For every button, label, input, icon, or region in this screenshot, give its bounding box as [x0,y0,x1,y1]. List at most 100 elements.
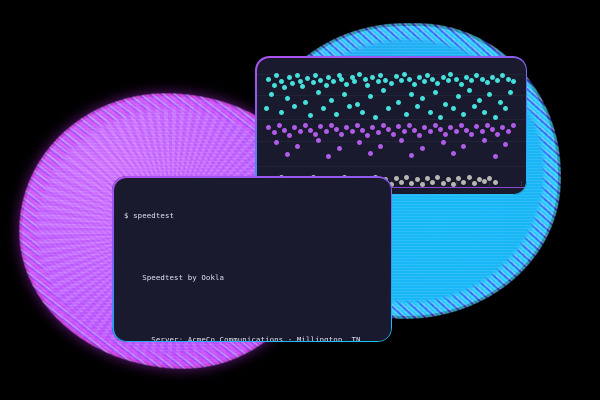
data-point-upload-19 [365,132,371,138]
data-point-download-94 [502,105,508,111]
data-point-download-81 [346,103,352,109]
data-point-upload-2 [276,123,282,129]
data-point-download-10 [305,75,311,81]
data-point-download-84 [385,105,391,111]
data-point-download-57 [302,100,308,106]
data-point-upload-6 [297,128,303,134]
data-point-upload-17 [354,123,360,129]
data-point-upload-26 [401,128,407,134]
data-point-download-86 [414,103,420,109]
data-point-upload-40 [474,124,480,130]
data-point-upload-33 [437,126,443,132]
data-point-upload-49 [294,144,300,150]
data-point-download-5 [287,75,293,81]
dot-plot-canvas [255,56,527,195]
data-point-upload-46 [505,128,511,134]
data-point-upload-28 [411,127,417,133]
data-point-latency-32 [435,174,441,180]
data-point-upload-7 [302,123,308,129]
data-point-upload-53 [378,144,384,150]
data-point-download-83 [372,115,378,121]
data-point-upload-18 [359,127,365,133]
data-point-download-58 [315,90,321,96]
data-point-upload-16 [349,128,355,134]
terminal-window[interactable]: $ speedtest Speedtest by Ookla Server: A… [112,176,392,342]
data-point-download-4 [281,84,287,90]
data-point-download-11 [310,79,316,85]
data-point-download-69 [456,94,462,100]
data-point-latency-39 [471,180,477,186]
data-point-latency-37 [461,179,467,185]
gridline-0 [255,73,527,75]
data-point-upload-65 [492,153,498,159]
data-point-download-59 [328,98,334,104]
data-point-upload-55 [419,146,425,152]
data-point-upload-37 [458,123,464,129]
data-point-download-2 [274,73,280,79]
data-point-upload-41 [479,128,485,134]
data-point-latency-42 [487,175,493,181]
data-point-upload-44 [495,131,501,137]
data-point-download-53 [505,76,511,82]
terminal-branding-line: Speedtest by Ookla [124,273,225,283]
data-point-download-88 [437,115,443,121]
data-point-download-21 [352,78,358,84]
terminal-prompt-line: $ speedtest [124,211,175,221]
data-point-upload-32 [432,123,438,129]
data-point-download-15 [326,75,332,81]
data-point-download-65 [409,92,415,98]
data-point-upload-52 [357,140,363,146]
data-point-upload-0 [266,125,272,130]
data-point-download-28 [383,77,389,83]
data-point-download-55 [268,92,274,98]
data-point-download-24 [365,82,371,88]
data-point-latency-25 [398,179,404,185]
data-point-download-31 [398,77,404,83]
data-point-download-1 [271,82,277,88]
data-point-download-52 [500,73,506,79]
data-point-download-87 [427,109,433,115]
data-point-download-91 [471,103,477,109]
data-point-upload-63 [409,152,415,158]
gridline-2 [255,118,527,120]
data-point-download-41 [445,77,451,83]
data-point-download-47 [474,73,480,79]
data-point-download-63 [380,88,386,94]
data-point-download-89 [450,105,456,111]
data-point-download-82 [359,109,365,115]
data-point-download-51 [495,77,501,83]
terminal-spacer [124,244,382,250]
data-point-upload-8 [307,127,313,133]
data-point-download-27 [378,73,384,79]
gridline-3 [255,140,527,142]
data-point-download-12 [313,73,319,79]
data-point-latency-38 [466,174,472,180]
data-point-download-93 [492,115,498,121]
data-point-upload-20 [370,125,376,130]
data-point-latency-36 [456,175,462,181]
data-point-upload-15 [344,125,350,130]
terminal-output[interactable]: $ speedtest Speedtest by Ookla Server: A… [112,176,392,342]
data-point-download-78 [307,113,313,119]
data-point-download-80 [333,111,339,117]
data-point-download-23 [362,76,368,82]
data-point-download-33 [406,76,412,82]
x-tick-8 [521,181,522,187]
data-point-upload-14 [339,131,345,137]
data-point-upload-30 [422,125,428,130]
data-point-latency-29 [419,181,425,187]
data-point-download-56 [284,96,290,102]
data-point-upload-25 [396,124,402,130]
data-point-upload-43 [489,126,495,132]
data-point-download-70 [466,88,472,94]
terminal-line-0: Server: AcmeCo Communications - Millingt… [124,335,361,342]
data-point-upload-24 [391,131,397,137]
data-point-upload-29 [417,132,423,138]
data-point-download-6 [289,80,295,86]
data-point-download-40 [440,75,446,81]
data-point-upload-51 [336,146,342,152]
dot-plot-window[interactable] [255,56,527,195]
data-point-upload-50 [315,138,321,144]
data-point-download-16 [331,78,337,84]
data-point-download-9 [300,83,306,89]
